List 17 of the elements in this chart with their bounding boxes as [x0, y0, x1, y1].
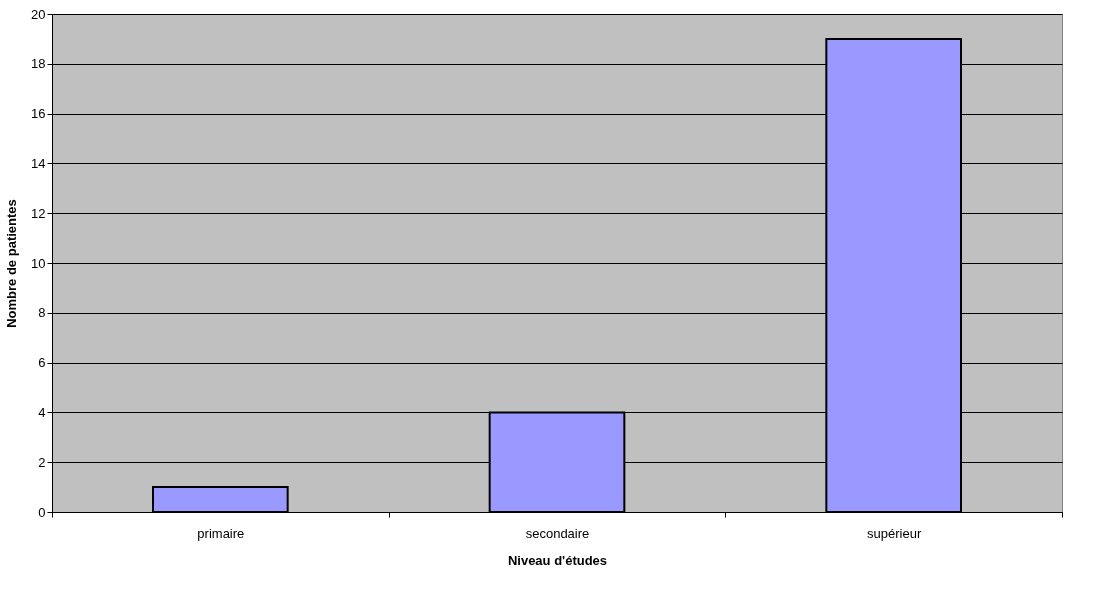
- y-tick-label: 2: [38, 454, 46, 470]
- x-tick-label: secondaire: [525, 525, 590, 541]
- y-tick-label: 0: [38, 504, 46, 520]
- y-tick-label: 10: [31, 255, 46, 271]
- y-tick-label: 16: [31, 106, 46, 122]
- y-tick-label: 6: [38, 355, 46, 371]
- y-tick-label: 14: [31, 155, 46, 171]
- y-axis-title: Nombre de patientes: [4, 199, 20, 328]
- x-tick-label: supérieur: [867, 525, 922, 541]
- bar: [152, 486, 289, 513]
- x-axis-title: Niveau d'études: [507, 552, 608, 568]
- x-tick-label: primaire: [197, 525, 245, 541]
- y-tick-label: 12: [31, 205, 46, 221]
- y-tick-label: 18: [31, 56, 46, 72]
- y-tick-label: 8: [38, 305, 46, 321]
- y-tick-label: 4: [38, 404, 46, 420]
- y-tick-label: 20: [31, 6, 46, 22]
